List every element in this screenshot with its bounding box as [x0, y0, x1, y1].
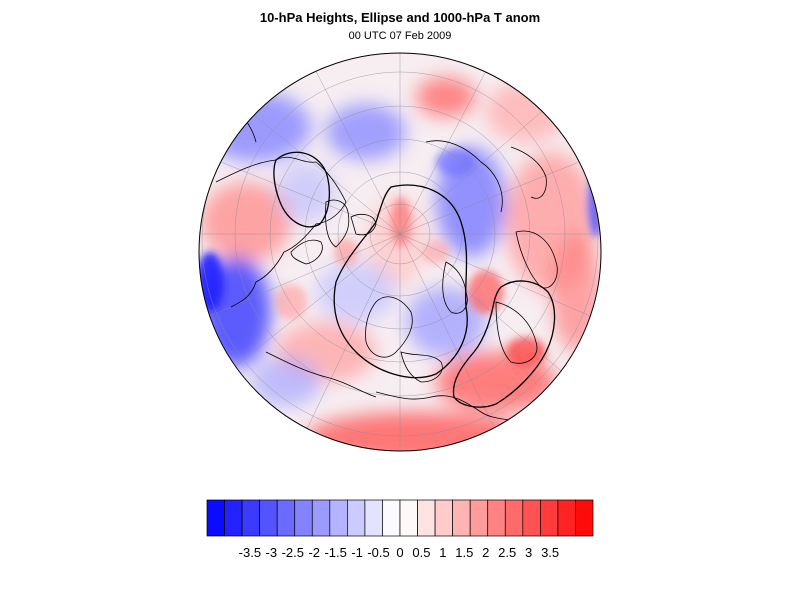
- colorbar-tick-label: 3: [525, 545, 532, 560]
- colorbar-box: [347, 499, 366, 537]
- colorbar-box: [452, 499, 471, 537]
- vortex-contour-center: [333, 184, 468, 379]
- colorbar-tick-label: 2: [482, 545, 489, 560]
- colorbar-tick-label: -1: [351, 545, 363, 560]
- colorbar-tick-label: -1.5: [324, 545, 346, 560]
- colorbar-tick-label: -0.5: [367, 545, 389, 560]
- colorbar-box: [206, 499, 225, 537]
- colorbar-box: [311, 499, 331, 537]
- colorbar-box: [382, 499, 401, 537]
- polar-map: [198, 52, 602, 452]
- colorbar-tick-label: 0: [396, 545, 403, 560]
- colorbar-boxes: [206, 499, 594, 537]
- colorbar-tick-labels: -3.5 -3 -2.5 -2 -1.5 -1 -0.5 0 0.5 1 1.5 2 2.5 3 3.5: [239, 545, 559, 560]
- colorbar-box: [329, 499, 348, 537]
- colorbar-tick-label: -2.5: [282, 545, 304, 560]
- colorbar-box: [224, 499, 243, 537]
- colorbar-tick-label: 0.5: [412, 545, 430, 560]
- colorbar-box: [504, 499, 524, 537]
- colorbar-tick-label: 1.5: [455, 545, 473, 560]
- height-contours: [273, 151, 556, 408]
- globe-outline: [198, 52, 602, 452]
- colorbar-box: [522, 499, 541, 537]
- colorbar-box: [259, 499, 278, 537]
- colorbar-box: [469, 499, 489, 537]
- colorbar-box: [364, 499, 383, 537]
- colorbar-box: [294, 499, 313, 537]
- colorbar-box: [434, 499, 453, 537]
- colorbar: -3.5 -3 -2.5 -2 -1.5 -1 -0.5 0 0.5 1 1.5 2 2.5 3 3.5: [206, 499, 594, 560]
- colorbar-tick-label: -2: [308, 545, 320, 560]
- colorbar-tick-label: -3: [266, 545, 278, 560]
- colorbar-tick-label: 2.5: [498, 545, 516, 560]
- vortex-ellipse-west: [273, 151, 331, 228]
- colorbar-box: [540, 499, 559, 537]
- colorbar-box: [557, 499, 576, 537]
- colorbar-box: [276, 499, 296, 537]
- chart-subtitle: 00 UTC 07 Feb 2009: [348, 30, 452, 42]
- colorbar-box: [241, 499, 260, 537]
- colorbar-box: [487, 499, 506, 537]
- colorbar-box: [399, 499, 418, 537]
- colorbar-tick-label: 3.5: [541, 545, 559, 560]
- colorbar-tick-label: -3.5: [239, 545, 261, 560]
- colorbar-box: [417, 499, 436, 537]
- colorbar-tick-label: 1: [439, 545, 446, 560]
- vortex-ellipse-east: [452, 280, 556, 408]
- colorbar-box: [575, 499, 594, 537]
- graticule: [199, 53, 601, 451]
- chart-title: 10-hPa Heights, Ellipse and 1000-hPa T a…: [259, 10, 541, 25]
